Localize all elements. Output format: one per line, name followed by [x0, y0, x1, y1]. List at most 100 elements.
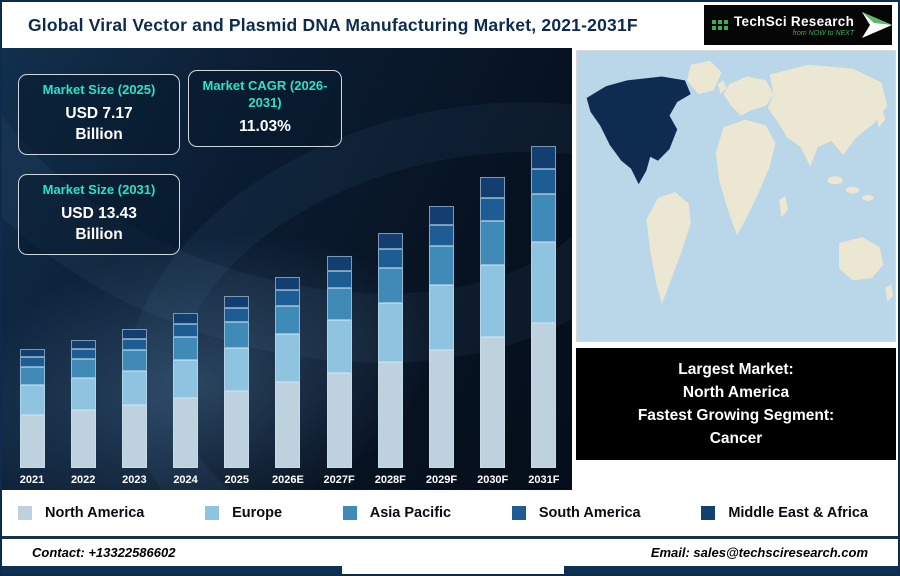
landmass-new-zealand [885, 284, 894, 302]
segment-asia-pacific [377, 268, 403, 304]
segment-asia-pacific [429, 245, 454, 285]
continent-africa [715, 119, 776, 236]
segment-middle-east-africa [377, 232, 403, 250]
bar-group-2025: 2025 [217, 295, 257, 486]
legend-label: North America [45, 505, 145, 521]
segment-south-america [173, 324, 199, 337]
segment-north-america [326, 372, 352, 468]
market-cagr-card: Market CAGR (2026-2031) 11.03% [188, 70, 342, 148]
landmass-island [845, 186, 860, 194]
legend-item-middle-east-africa: Middle East & Africa [701, 505, 868, 521]
continent-europe [723, 76, 774, 116]
stat-value: USD 7.17 [65, 104, 133, 122]
segment-asia-pacific [19, 366, 45, 385]
segment-north-america [173, 398, 199, 468]
segment-north-america [19, 414, 45, 468]
x-axis-label: 2026E [272, 474, 304, 486]
logo-dots-icon [712, 20, 728, 30]
segment-south-america [480, 197, 506, 221]
segment-north-america [70, 410, 96, 468]
segment-north-america [121, 405, 147, 468]
bar-group-2027f: 2027F [319, 255, 359, 486]
segment-asia-pacific [224, 321, 250, 348]
segment-south-america [275, 290, 301, 306]
segment-north-america [275, 382, 301, 468]
bar-group-2031f: 2031F [524, 145, 564, 486]
chart-panel: Market Size (2025) USD 7.17 Billion Mark… [2, 48, 572, 490]
footer: Contact: +13322586602 Email: sales@techs… [2, 536, 898, 566]
landmass-uk [717, 80, 727, 95]
logo-tagline: from NOW to NEXT [792, 29, 855, 37]
segment-middle-east-africa [173, 313, 199, 325]
contact-info: Contact: +13322586602 [32, 545, 176, 560]
bar-stack [326, 255, 352, 468]
world-map-svg [577, 51, 895, 341]
bar-stack [480, 177, 506, 468]
segment-europe [70, 378, 96, 411]
segment-north-america [377, 362, 403, 468]
landmass-island [862, 195, 874, 201]
bar-group-2028f: 2028F [370, 232, 410, 486]
segment-europe [224, 347, 250, 391]
header: Global Viral Vector and Plasmid DNA Manu… [2, 2, 898, 48]
segment-south-america [429, 224, 454, 246]
stat-title: Market CAGR (2026-2031) [202, 78, 328, 110]
stat-value: USD 13.43 [61, 204, 137, 222]
bar-group-2030f: 2030F [473, 177, 513, 486]
bar-group-2023: 2023 [114, 328, 154, 486]
stat-title: Market Size (2031) [42, 182, 156, 197]
bar-stack [19, 348, 45, 468]
segment-middle-east-africa [326, 255, 352, 271]
bar-stack [70, 339, 96, 468]
segment-south-america [70, 348, 96, 359]
segment-asia-pacific [121, 349, 147, 371]
landmass-japan [875, 107, 886, 128]
x-axis-label: 2025 [224, 474, 249, 486]
segment-middle-east-africa [19, 348, 45, 358]
segment-europe [173, 359, 199, 399]
stacked-bar-chart: 2021 2022 2023 2024 2025 2026E 2027F 2028F 2029F… [12, 145, 564, 486]
legend-label: Middle East & Africa [728, 505, 868, 521]
x-axis-label: 2030F [477, 474, 509, 486]
legend-swatch-icon [18, 506, 32, 520]
bar-stack [224, 295, 250, 468]
segment-south-america [19, 357, 45, 367]
bar-group-2024: 2024 [166, 313, 206, 486]
segment-europe [275, 334, 301, 383]
bar-stack [173, 313, 199, 468]
landmass-greenland [686, 60, 722, 95]
segment-europe [480, 264, 506, 338]
segment-south-america [377, 249, 403, 269]
logo-arrow-icon [862, 12, 893, 38]
legend-swatch-icon [342, 506, 357, 520]
legend-item-europe: Europe [205, 505, 282, 521]
landmass-island [827, 176, 843, 185]
segment-asia-pacific [173, 336, 199, 360]
market-highlight-box: Largest Market: North America Fastest Gr… [576, 348, 896, 460]
x-axis-label: 2027F [323, 474, 355, 486]
stat-value: 11.03% [239, 117, 291, 135]
bar-group-2022: 2022 [63, 339, 103, 486]
market-size-2025-card: Market Size (2025) USD 7.17 Billion [18, 74, 180, 155]
x-axis-label: 2029F [425, 474, 458, 486]
techsci-logo: TechSci Research from NOW to NEXT [704, 5, 893, 45]
chart-legend: North America Europe Asia Pacific South Ame… [2, 490, 898, 536]
stat-unit: Billion [75, 225, 123, 243]
segment-europe [429, 284, 454, 351]
legend-swatch-icon [701, 506, 716, 520]
x-axis-label: 2021 [19, 474, 45, 486]
segment-north-america [531, 323, 557, 468]
segment-south-america [121, 338, 147, 350]
legend-label: Asia Pacific [369, 505, 452, 521]
segment-asia-pacific [70, 358, 96, 379]
segment-europe [531, 242, 557, 323]
market-size-2031-card: Market Size (2031) USD 13.43 Billion [18, 174, 180, 255]
x-axis-label: 2022 [70, 474, 96, 486]
legend-item-north-america: North America [18, 505, 144, 521]
segment-middle-east-africa [275, 276, 301, 291]
continent-australia [839, 237, 884, 281]
legend-item-south-america: South America [511, 505, 641, 521]
fastest-segment-label: Fastest Growing Segment: [637, 407, 835, 424]
stat-title: Market Size (2025) [42, 82, 156, 97]
segment-europe [326, 319, 352, 373]
